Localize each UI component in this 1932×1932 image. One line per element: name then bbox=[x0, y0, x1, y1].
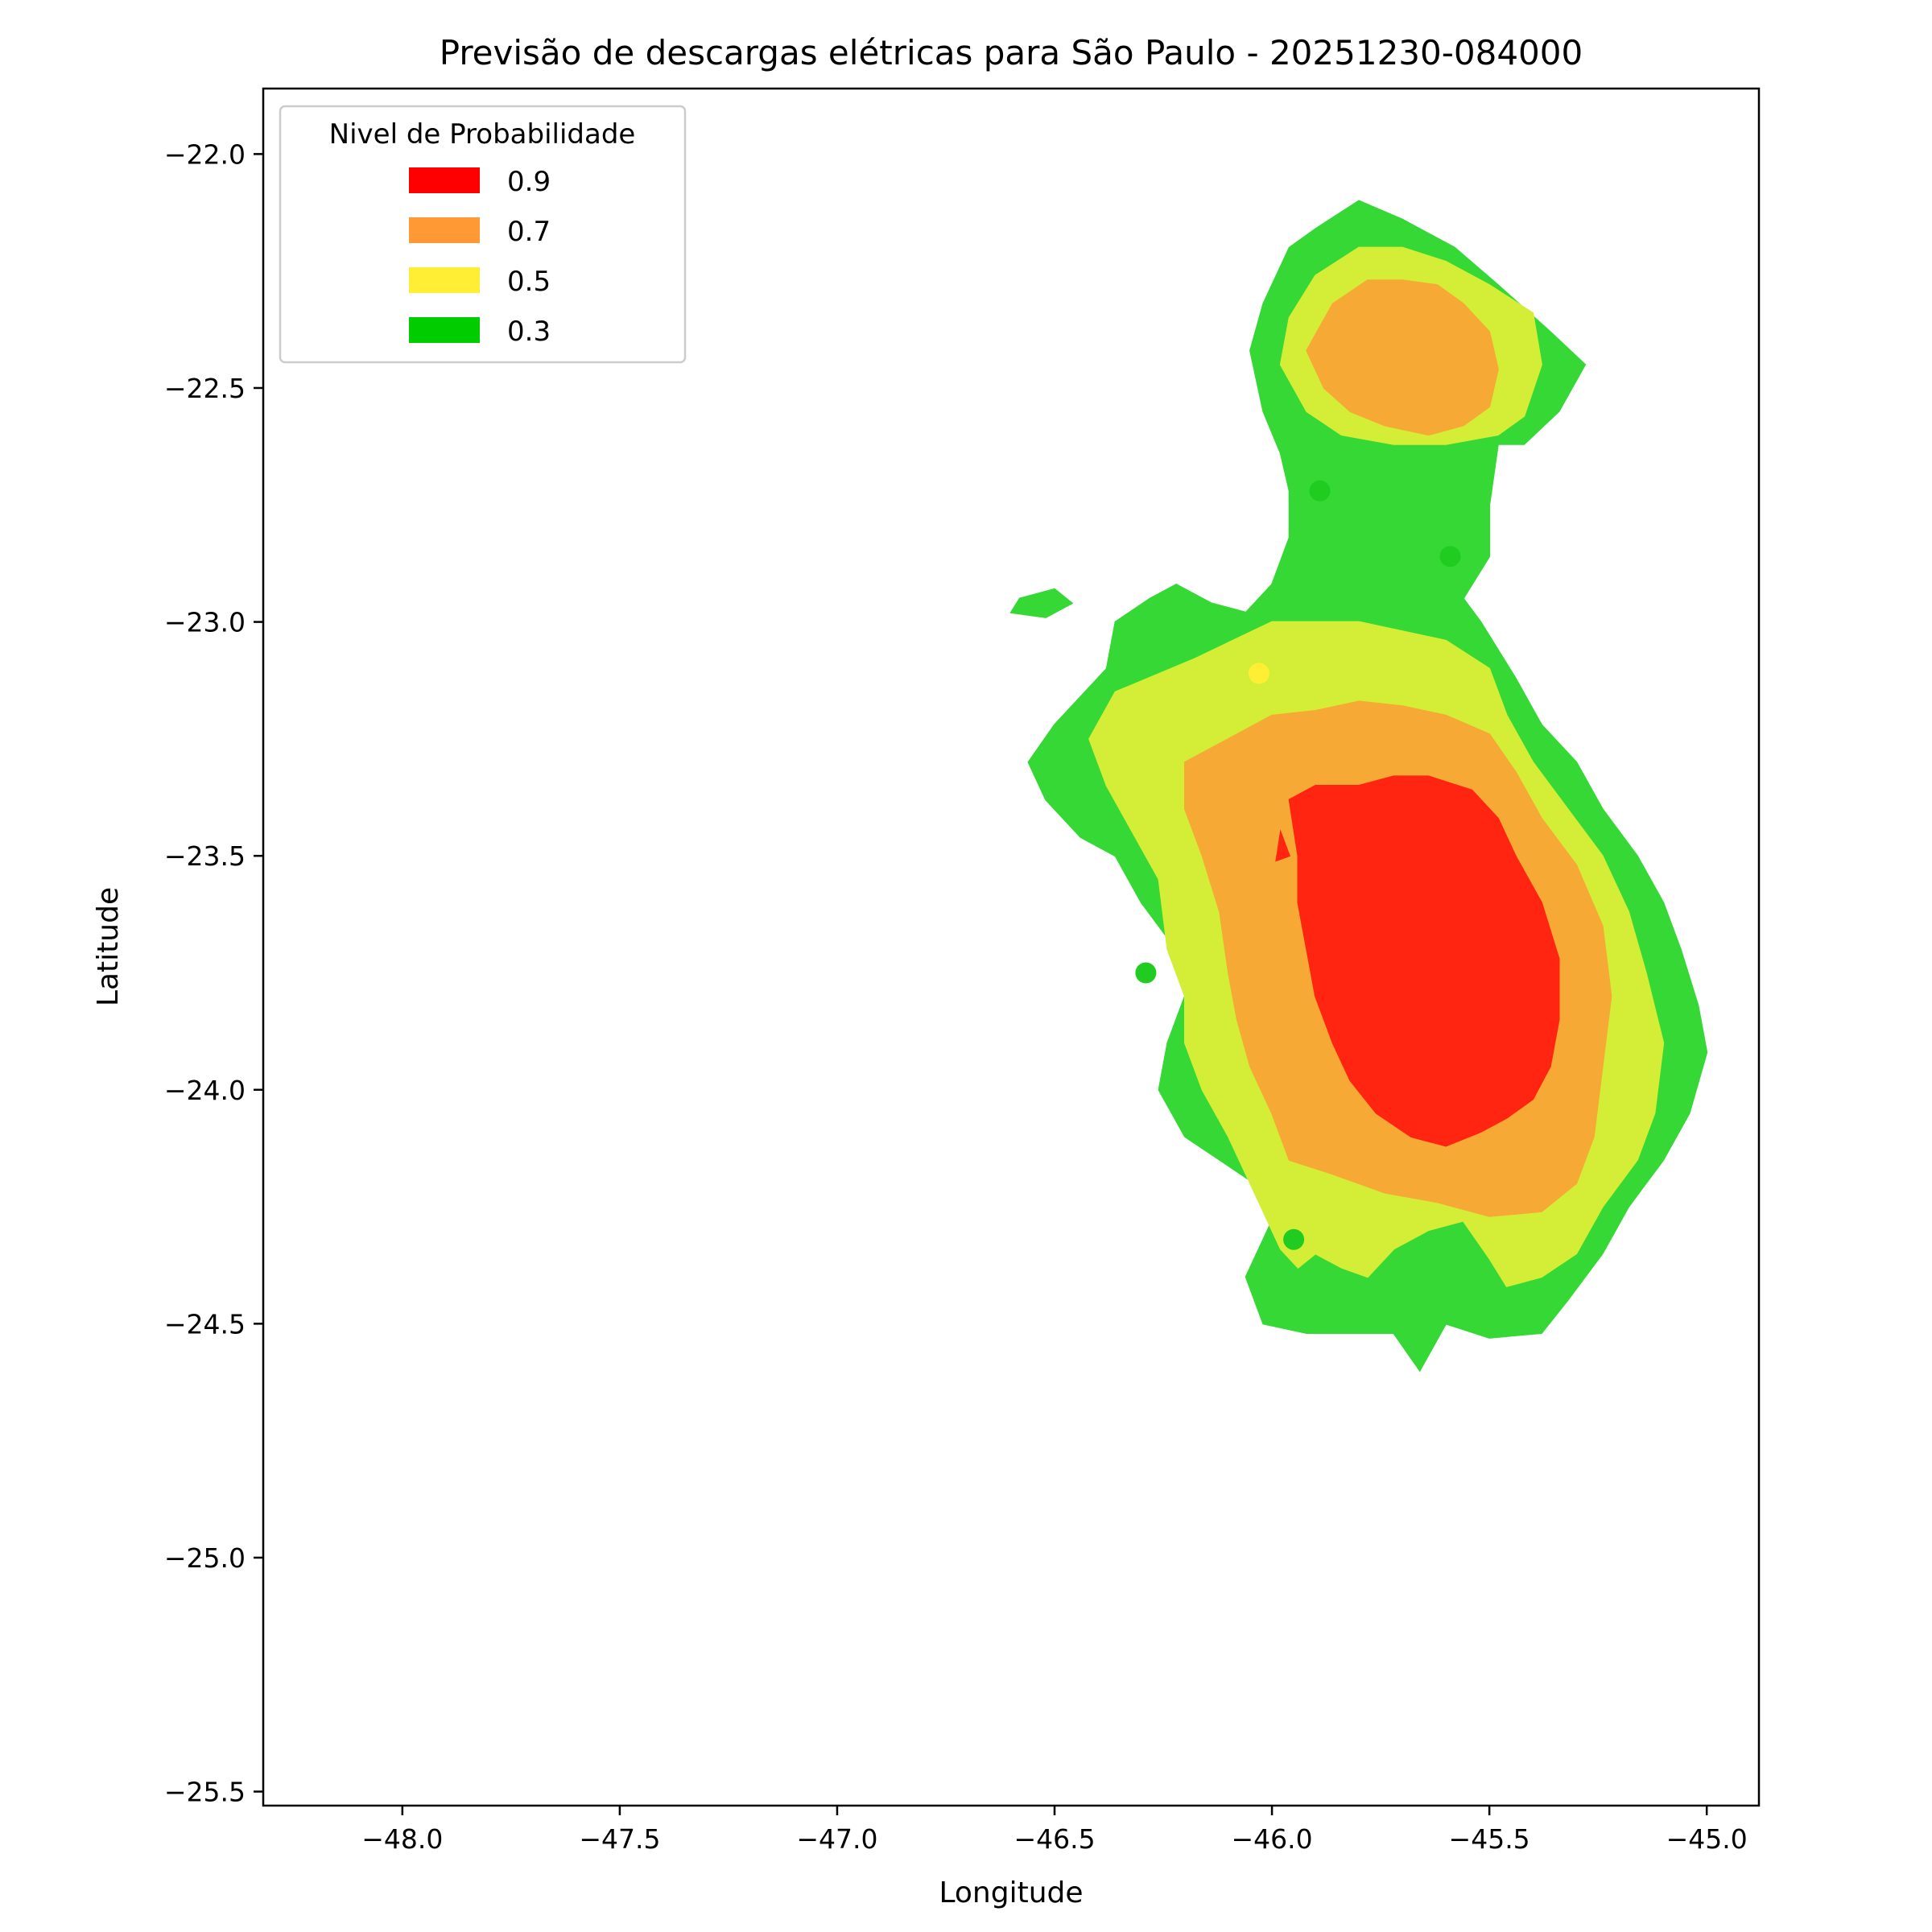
y-axis: −22.0 −22.5 −23.0 −23.5 −24.0 −24.5 −25.0 −25.5 bbox=[164, 138, 263, 1808]
x-tick-label: −47.0 bbox=[796, 1823, 877, 1855]
legend-label: 0.3 bbox=[507, 316, 551, 348]
y-axis-label: Latitude bbox=[92, 887, 125, 1006]
data-point-2 bbox=[1439, 546, 1461, 568]
data-point-4 bbox=[1135, 962, 1157, 984]
point-layer bbox=[1135, 480, 1461, 1250]
legend-swatch bbox=[409, 267, 480, 293]
chart-title: Previsão de descargas elétricas para São… bbox=[440, 33, 1583, 72]
y-tick-label: −25.0 bbox=[164, 1542, 246, 1574]
y-tick-label: −24.5 bbox=[164, 1308, 246, 1340]
plot-frame bbox=[262, 87, 1761, 1807]
x-axis-label: Longitude bbox=[939, 1876, 1083, 1909]
plot-area bbox=[1009, 200, 1708, 1373]
legend-label: 0.9 bbox=[507, 166, 551, 198]
contour-level-0-9-region-2 bbox=[1275, 829, 1290, 862]
legend-label: 0.7 bbox=[507, 216, 551, 248]
legend-swatch bbox=[409, 317, 480, 343]
x-axis: −48.0 −47.5 −47.0 −46.5 −46.0 −45.5 −45.0 bbox=[361, 1806, 1748, 1855]
legend-entries: 0.9 0.7 0.5 0.3 bbox=[409, 166, 551, 348]
legend-swatch bbox=[409, 167, 480, 193]
legend-box bbox=[279, 105, 687, 364]
y-tick-label: −23.0 bbox=[164, 607, 246, 638]
contour-level-0-7-region-1 bbox=[1306, 279, 1499, 436]
legend-label: 0.5 bbox=[507, 266, 551, 298]
x-tick-label: −46.5 bbox=[1013, 1823, 1095, 1855]
data-point-5 bbox=[1283, 1228, 1305, 1250]
x-tick-label: −48.0 bbox=[361, 1823, 443, 1855]
data-point-3 bbox=[1248, 663, 1269, 684]
x-tick-label: −45.0 bbox=[1666, 1823, 1748, 1855]
y-tick-label: −22.5 bbox=[164, 373, 246, 404]
data-point-1 bbox=[1309, 480, 1331, 502]
y-tick-label: −23.5 bbox=[164, 840, 246, 872]
contour-level-0-3-region-2 bbox=[1009, 588, 1074, 618]
contour-layer bbox=[1009, 200, 1708, 1373]
y-tick-label: −25.5 bbox=[164, 1777, 246, 1808]
x-tick-label: −47.5 bbox=[579, 1823, 660, 1855]
x-tick-label: −45.5 bbox=[1449, 1823, 1530, 1855]
contour-level-0-9-region-1 bbox=[1288, 775, 1560, 1147]
y-tick-label: −24.0 bbox=[164, 1075, 246, 1106]
x-tick-label: −46.0 bbox=[1231, 1823, 1312, 1855]
legend: Nivel de Probabilidade 0.9 0.7 0.5 0.3 bbox=[279, 105, 687, 364]
y-tick-label: −22.0 bbox=[164, 138, 246, 170]
legend-swatch bbox=[409, 217, 480, 243]
legend-title: Nivel de Probabilidade bbox=[329, 118, 636, 151]
